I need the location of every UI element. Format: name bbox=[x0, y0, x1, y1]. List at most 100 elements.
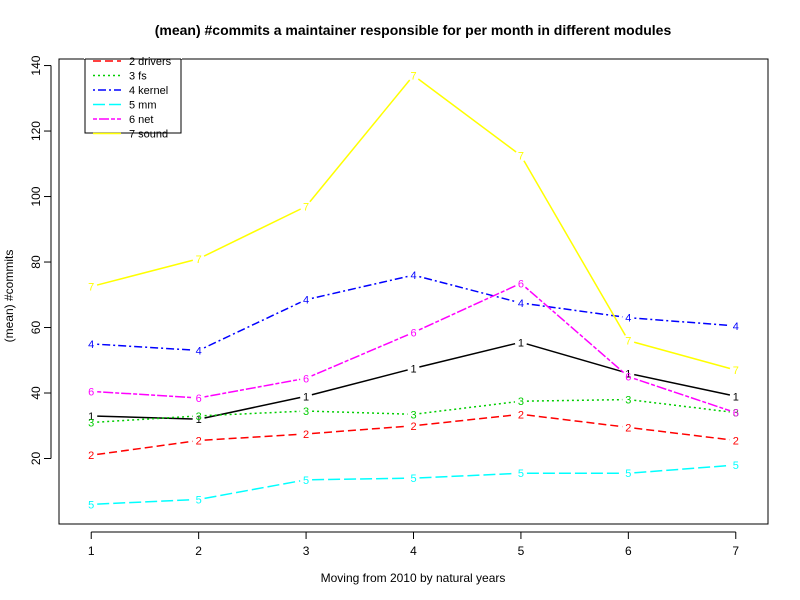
series-7-segment bbox=[633, 341, 731, 370]
series-2-segment bbox=[204, 433, 301, 441]
series-7-point: 7 bbox=[518, 151, 524, 163]
x-tick-label: 1 bbox=[88, 544, 95, 558]
series-5-segment bbox=[204, 480, 301, 500]
series-1-segment bbox=[97, 415, 193, 420]
series-3: 3 3 3 3 3 3 3 bbox=[88, 395, 739, 430]
series-3-segment bbox=[312, 410, 408, 415]
series-4-segment bbox=[311, 275, 408, 300]
series-4-point: 4 bbox=[410, 270, 416, 282]
series-7-segment bbox=[96, 259, 194, 286]
y-tick-label: 100 bbox=[29, 186, 43, 206]
series-1-point: 1 bbox=[303, 391, 309, 403]
series-7-point: 7 bbox=[410, 70, 416, 82]
series-4-point: 4 bbox=[733, 321, 739, 333]
series-2-segment bbox=[97, 440, 193, 456]
series-5-point: 5 bbox=[625, 468, 631, 480]
series-5-segment bbox=[97, 498, 193, 505]
series-2-point: 2 bbox=[625, 422, 631, 434]
series-6-point: 6 bbox=[410, 327, 416, 339]
legend: 2 drivers 3 fs 4 kernel 5 mm 6 net 7 sound bbox=[84, 41, 182, 141]
x-tick-label: 2 bbox=[195, 544, 202, 558]
series-2-point: 2 bbox=[88, 450, 94, 462]
series-4: 4 4 4 4 4 4 4 bbox=[88, 270, 739, 357]
series-2-point: 2 bbox=[518, 409, 524, 421]
series-5-segment bbox=[312, 477, 408, 481]
series-1-segment bbox=[634, 373, 731, 396]
series-3-segment bbox=[634, 399, 730, 413]
series-1: 1 1 1 1 1 1 1 bbox=[88, 337, 739, 426]
series-5-segment bbox=[419, 472, 515, 479]
series-7-point: 7 bbox=[88, 282, 94, 294]
series-4-point: 4 bbox=[196, 345, 202, 357]
series-2-point: 2 bbox=[196, 435, 202, 447]
series-3-point: 3 bbox=[88, 417, 94, 429]
series-6-point: 6 bbox=[625, 372, 631, 384]
series-3-point: 3 bbox=[410, 409, 416, 421]
series-3-point: 3 bbox=[303, 406, 309, 418]
series-4-segment bbox=[526, 303, 623, 318]
series-4-segment bbox=[419, 275, 516, 303]
series-7-segment bbox=[203, 208, 302, 257]
series-5-point: 5 bbox=[518, 468, 524, 480]
series-1-segment bbox=[526, 343, 623, 373]
series-4-segment bbox=[634, 317, 730, 327]
series-3-point: 3 bbox=[625, 395, 631, 407]
x-tick-label: 3 bbox=[303, 544, 310, 558]
series-6-segment bbox=[418, 285, 516, 331]
chart-title: (mean) #commits a maintainer responsible… bbox=[155, 22, 672, 38]
series-5-point: 5 bbox=[410, 473, 416, 485]
series-1-point: 1 bbox=[733, 391, 739, 403]
series-7-segment bbox=[417, 78, 517, 153]
legend-label: 3 fs bbox=[129, 71, 147, 83]
legend-label: 4 kernel bbox=[129, 85, 168, 97]
series-3-point: 3 bbox=[733, 408, 739, 420]
x-tick-label: 4 bbox=[410, 544, 417, 558]
series-3-point: 3 bbox=[518, 396, 524, 408]
series-7-segment bbox=[523, 160, 626, 336]
series-1-point: 1 bbox=[518, 337, 524, 349]
series-2-segment bbox=[419, 414, 516, 426]
series-6-point: 6 bbox=[196, 393, 202, 405]
series-1-point: 1 bbox=[410, 363, 416, 375]
series-3-segment bbox=[204, 410, 301, 417]
series-6-point: 6 bbox=[88, 386, 94, 398]
series-5: 5 5 5 5 5 5 5 bbox=[88, 460, 739, 511]
x-axis: 1 2 3 4 5 6 7 bbox=[88, 531, 739, 558]
series-6-segment bbox=[311, 334, 409, 377]
series-2-point: 2 bbox=[303, 429, 309, 441]
series-6-point: 6 bbox=[733, 408, 739, 420]
series-2-point: 2 bbox=[733, 435, 739, 447]
series-6-segment bbox=[633, 377, 731, 412]
series-1-segment bbox=[311, 369, 408, 396]
series-3-segment bbox=[97, 415, 193, 423]
series-4-segment bbox=[97, 343, 193, 351]
series-7-point: 7 bbox=[733, 365, 739, 377]
series-5-segment bbox=[634, 464, 730, 474]
legend-clip bbox=[84, 41, 182, 59]
series-6-point: 6 bbox=[303, 373, 309, 385]
series-4-point: 4 bbox=[518, 298, 524, 310]
x-axis-label: Moving from 2010 by natural years bbox=[321, 571, 506, 585]
series-1-segment bbox=[204, 396, 301, 419]
series-2-segment bbox=[634, 427, 730, 441]
series-6-segment bbox=[97, 390, 193, 399]
series-1-segment bbox=[419, 342, 516, 368]
legend-label: 7 sound bbox=[129, 129, 168, 141]
series-6-segment bbox=[524, 286, 625, 374]
series-1-point: 1 bbox=[88, 411, 94, 423]
x-tick-label: 6 bbox=[625, 544, 632, 558]
y-axis-label: (mean) #commits bbox=[2, 250, 16, 343]
series-5-point: 5 bbox=[733, 460, 739, 472]
y-tick-label: 60 bbox=[29, 321, 43, 335]
plot-frame bbox=[58, 58, 769, 525]
legend-label: 6 net bbox=[129, 114, 153, 126]
series-6: 6 6 6 6 6 6 6 bbox=[88, 278, 739, 419]
series-7: 7 7 7 7 7 7 7 bbox=[88, 70, 739, 377]
x-tick-label: 5 bbox=[518, 544, 525, 558]
y-tick-label: 20 bbox=[29, 452, 43, 466]
series-2: 2 2 2 2 2 2 2 bbox=[88, 409, 739, 462]
series-6-point: 6 bbox=[518, 278, 524, 290]
series-4-point: 4 bbox=[625, 313, 631, 325]
series-2-segment bbox=[526, 414, 623, 428]
